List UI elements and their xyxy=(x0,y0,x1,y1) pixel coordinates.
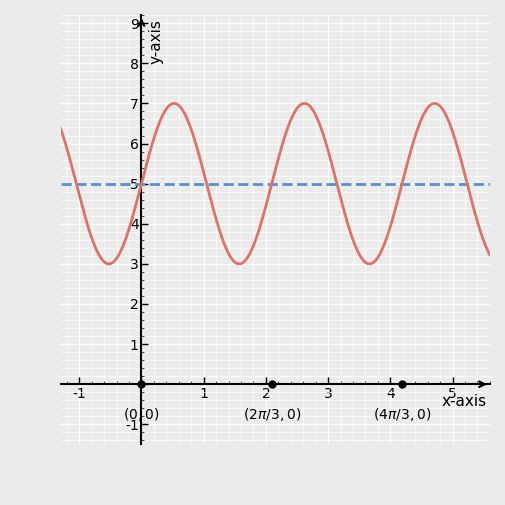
Text: $(4\pi/3,0)$: $(4\pi/3,0)$ xyxy=(373,407,431,423)
Text: x-axis: x-axis xyxy=(441,394,487,409)
Text: $(0,0)$: $(0,0)$ xyxy=(123,407,160,423)
Text: $(2\pi/3,0)$: $(2\pi/3,0)$ xyxy=(243,407,301,423)
Text: y-axis: y-axis xyxy=(149,19,164,64)
